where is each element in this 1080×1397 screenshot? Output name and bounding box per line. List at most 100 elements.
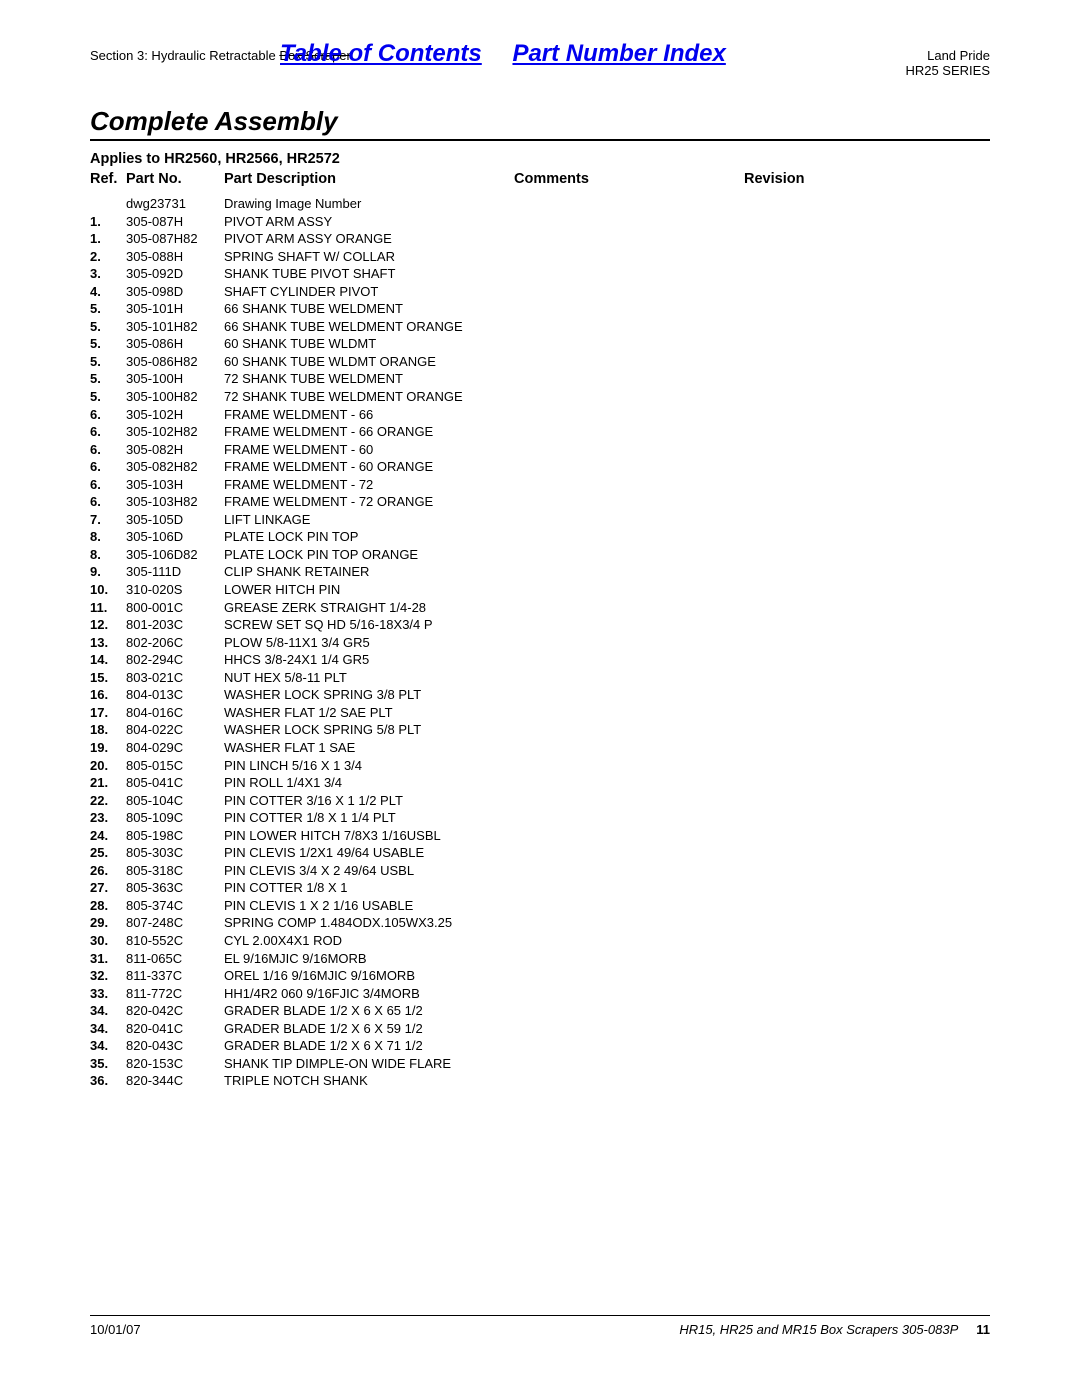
cell-description: PIVOT ARM ASSY xyxy=(224,213,514,231)
cell-revision xyxy=(744,844,990,862)
table-row: 6.305-103HFRAME WELDMENT - 72 xyxy=(90,476,990,494)
cell-comments xyxy=(514,634,744,652)
table-row: 1.305-087HPIVOT ARM ASSY xyxy=(90,213,990,231)
footer-doc: HR15, HR25 and MR15 Box Scrapers 305-083… xyxy=(141,1322,959,1337)
cell-part-no: 811-772C xyxy=(126,985,224,1003)
table-row: 29.807-248CSPRING COMP 1.484ODX.105WX3.2… xyxy=(90,914,990,932)
table-row: 6.305-082HFRAME WELDMENT - 60 xyxy=(90,441,990,459)
cell-revision xyxy=(744,476,990,494)
footer-rule xyxy=(90,1315,990,1316)
cell-ref: 25. xyxy=(90,844,126,862)
cell-comments xyxy=(514,370,744,388)
toc-link[interactable]: Table of Contents xyxy=(280,40,482,67)
table-row: 6.305-102H82FRAME WELDMENT - 66 ORANGE xyxy=(90,423,990,441)
cell-revision xyxy=(744,792,990,810)
cell-description: HH1/4R2 060 9/16FJIC 3/4MORB xyxy=(224,985,514,1003)
cell-ref: 34. xyxy=(90,1020,126,1038)
cell-part-no: 805-318C xyxy=(126,862,224,880)
cell-part-no: 805-104C xyxy=(126,792,224,810)
cell-description: SPRING SHAFT W/ COLLAR xyxy=(224,248,514,266)
cell-comments xyxy=(514,195,744,213)
cell-part-no: 305-101H xyxy=(126,300,224,318)
cell-ref: 1. xyxy=(90,230,126,248)
cell-revision xyxy=(744,546,990,564)
cell-description: WASHER FLAT 1/2 SAE PLT xyxy=(224,704,514,722)
cell-revision xyxy=(744,985,990,1003)
cell-comments xyxy=(514,388,744,406)
cell-comments xyxy=(514,932,744,950)
cell-description: FRAME WELDMENT - 66 ORANGE xyxy=(224,423,514,441)
cell-part-no: 802-294C xyxy=(126,651,224,669)
cell-revision xyxy=(744,809,990,827)
cell-comments xyxy=(514,967,744,985)
cell-description: CLIP SHANK RETAINER xyxy=(224,563,514,581)
cell-comments xyxy=(514,476,744,494)
cell-description: SCREW SET SQ HD 5/16-18X3/4 P xyxy=(224,616,514,634)
cell-ref: 34. xyxy=(90,1002,126,1020)
cell-comments xyxy=(514,528,744,546)
cell-comments xyxy=(514,1072,744,1090)
cell-revision xyxy=(744,599,990,617)
cell-comments xyxy=(514,1002,744,1020)
part-number-index-link[interactable]: Part Number Index xyxy=(512,40,725,67)
table-row: 17.804-016CWASHER FLAT 1/2 SAE PLT xyxy=(90,704,990,722)
table-row: 32.811-337COREL 1/16 9/16MJIC 9/16MORB xyxy=(90,967,990,985)
cell-comments xyxy=(514,686,744,704)
cell-revision xyxy=(744,195,990,213)
cell-ref: 13. xyxy=(90,634,126,652)
cell-part-no: 305-086H82 xyxy=(126,353,224,371)
cell-revision xyxy=(744,651,990,669)
cell-description: PLATE LOCK PIN TOP xyxy=(224,528,514,546)
cell-revision xyxy=(744,511,990,529)
applies-to: Applies to HR2560, HR2566, HR2572 xyxy=(90,151,990,167)
table-row: 34.820-041CGRADER BLADE 1/2 X 6 X 59 1/2 xyxy=(90,1020,990,1038)
cell-revision xyxy=(744,1055,990,1073)
cell-description: WASHER LOCK SPRING 5/8 PLT xyxy=(224,721,514,739)
cell-description: PIN COTTER 1/8 X 1 1/4 PLT xyxy=(224,809,514,827)
cell-revision xyxy=(744,300,990,318)
cell-part-no: 804-016C xyxy=(126,704,224,722)
cell-ref: 10. xyxy=(90,581,126,599)
cell-ref: 34. xyxy=(90,1037,126,1055)
cell-part-no: 804-029C xyxy=(126,739,224,757)
cell-part-no: 820-344C xyxy=(126,1072,224,1090)
cell-revision xyxy=(744,528,990,546)
cell-part-no: 820-153C xyxy=(126,1055,224,1073)
cell-comments xyxy=(514,721,744,739)
cell-description: GRADER BLADE 1/2 X 6 X 59 1/2 xyxy=(224,1020,514,1038)
table-row: 13.802-206CPLOW 5/8-11X1 3/4 GR5 xyxy=(90,634,990,652)
cell-ref: 7. xyxy=(90,511,126,529)
brand-block: Land Pride HR25 SERIES xyxy=(905,48,990,78)
cell-comments xyxy=(514,879,744,897)
table-row: 19.804-029CWASHER FLAT 1 SAE xyxy=(90,739,990,757)
cell-description: OREL 1/16 9/16MJIC 9/16MORB xyxy=(224,967,514,985)
cell-comments xyxy=(514,914,744,932)
cell-part-no: 811-065C xyxy=(126,950,224,968)
cell-comments xyxy=(514,985,744,1003)
cell-comments xyxy=(514,827,744,845)
cell-description: LOWER HITCH PIN xyxy=(224,581,514,599)
cell-description: Drawing Image Number xyxy=(224,195,514,213)
cell-description: TRIPLE NOTCH SHANK xyxy=(224,1072,514,1090)
cell-revision xyxy=(744,441,990,459)
cell-revision xyxy=(744,967,990,985)
cell-ref: 11. xyxy=(90,599,126,617)
table-row: 25.805-303CPIN CLEVIS 1/2X1 49/64 USABLE xyxy=(90,844,990,862)
table-row: 5.305-100H72 SHANK TUBE WELDMENT xyxy=(90,370,990,388)
cell-revision xyxy=(744,669,990,687)
table-row: 31.811-065CEL 9/16MJIC 9/16MORB xyxy=(90,950,990,968)
cell-comments xyxy=(514,950,744,968)
cell-comments xyxy=(514,862,744,880)
table-row: 28.805-374CPIN CLEVIS 1 X 2 1/16 USABLE xyxy=(90,897,990,915)
cell-description: EL 9/16MJIC 9/16MORB xyxy=(224,950,514,968)
cell-part-no: 305-103H xyxy=(126,476,224,494)
col-desc: Part Description xyxy=(224,171,514,195)
cell-description: PIN LOWER HITCH 7/8X3 1/16USBL xyxy=(224,827,514,845)
cell-description: GRADER BLADE 1/2 X 6 X 65 1/2 xyxy=(224,1002,514,1020)
cell-ref: 17. xyxy=(90,704,126,722)
cell-comments xyxy=(514,213,744,231)
cell-part-no: 802-206C xyxy=(126,634,224,652)
cell-comments xyxy=(514,599,744,617)
cell-comments xyxy=(514,248,744,266)
cell-revision xyxy=(744,213,990,231)
